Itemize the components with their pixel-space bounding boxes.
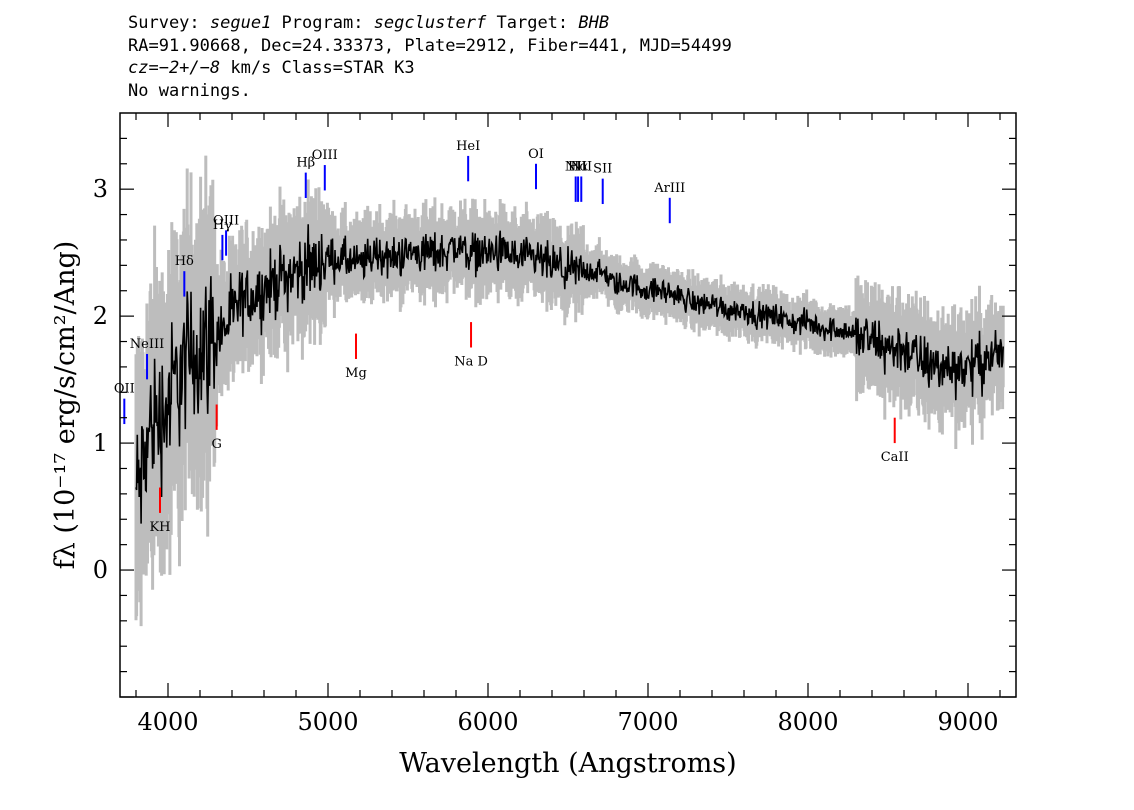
target-value: BHB	[578, 13, 610, 33]
spectral-line-h--10-label: Hα	[568, 159, 588, 174]
survey-label: Survey:	[128, 13, 210, 33]
spectral-line-g-15-label: G	[211, 437, 221, 452]
spectral-line-caii-18-label: CaII	[881, 450, 909, 465]
header-line-4: No warnings.	[128, 80, 251, 101]
plot-frame	[119, 112, 1017, 698]
x-tick-label: 4000	[137, 708, 198, 736]
program-value: segclusterf	[373, 13, 487, 33]
flux-curve	[135, 224, 1004, 524]
x-tick-label: 8000	[777, 708, 838, 736]
spectral-line-oii-0-label: OII	[114, 382, 135, 397]
flux-line	[135, 224, 1004, 524]
spectral-line-sii-12-label: SII	[593, 162, 612, 177]
class-info: km/s Class=STAR K3	[220, 58, 415, 78]
x-tick-label: 5000	[297, 708, 358, 736]
x-tick-label: 7000	[617, 708, 678, 736]
spectral-line-h--5-label: Hβ	[296, 156, 315, 171]
y-tick-label: 0	[93, 556, 108, 584]
plot-axes: 4000 5000 6000 7000 8000 9000 0 1 2 3 Wavelength (…	[50, 112, 1017, 779]
y-tick-label: 3	[93, 175, 108, 203]
spectral-line-oi-8-label: OI	[528, 147, 544, 162]
spectral-line-h--2-label: Hδ	[175, 254, 194, 269]
x-tick-label: 9000	[937, 708, 998, 736]
y-tick-label: 2	[93, 302, 108, 330]
survey-value: segue1	[209, 13, 272, 33]
target-label: Target:	[486, 13, 579, 33]
spectral-line-oiii-4-label: OIII	[213, 213, 239, 228]
header-line-1: Survey: segue1 Program: segclusterf Targ…	[128, 12, 732, 35]
spectral-line-ariii-13-label: ArIII	[653, 181, 685, 196]
spectral-line-oiii-6-label: OIII	[312, 148, 338, 163]
x-axis-title: Wavelength (Angstroms)	[399, 748, 736, 779]
spectral-line-nii-9-label: NII	[565, 159, 587, 174]
spectrum-header: Survey: segue1 Program: segclusterf Targ…	[128, 12, 732, 102]
spectral-line-hei-7-label: HeI	[456, 139, 480, 154]
spectral-line-kh-14-label: KH	[149, 520, 170, 535]
error-band	[134, 155, 1005, 627]
y-tick-label: 1	[93, 429, 108, 457]
spectral-line-mg-16-label: Mg	[345, 366, 367, 381]
header-line-3: cz=−2+/−8 km/s Class=STAR K3	[128, 57, 732, 80]
header-line-2: RA=91.90668, Dec=24.33373, Plate=2912, F…	[128, 35, 732, 56]
spectral-line-na-d-17-label: Na D	[454, 354, 488, 369]
spectral-line-neiii-1-label: NeIII	[130, 337, 164, 352]
program-label: Program:	[271, 13, 374, 33]
x-tick-label: 6000	[457, 708, 518, 736]
error-band-path	[134, 155, 1005, 627]
redshift-value: cz=−2+/−8	[128, 58, 221, 78]
spectral-line-h--3-label: Hγ	[213, 218, 232, 233]
spectral-line-nii-11-label: NII	[570, 159, 592, 174]
y-axis-title: fλ (10⁻¹⁷ erg/s/cm²/Ang)	[50, 241, 81, 570]
